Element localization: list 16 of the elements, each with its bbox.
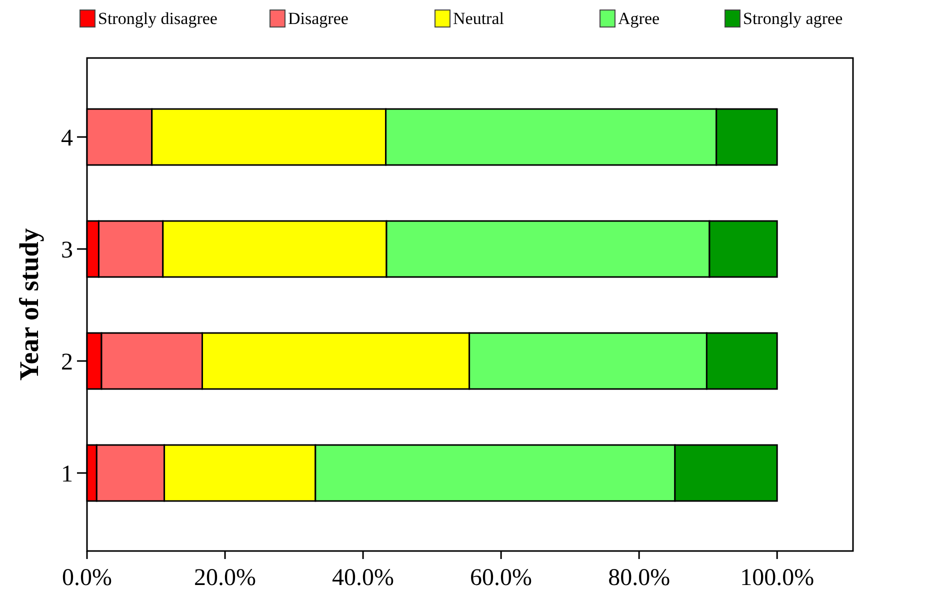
x-tick-label: 20.0% — [194, 565, 256, 591]
legend-label: Neutral — [453, 9, 504, 28]
y-tick-label: 4 — [61, 125, 73, 152]
x-tick-label: 80.0% — [608, 565, 670, 591]
legend-label: Disagree — [288, 9, 348, 28]
y-tick-label: 1 — [61, 461, 73, 488]
y-tick-label: 2 — [61, 349, 73, 376]
legend-label: Strongly disagree — [98, 9, 218, 28]
y-axis-title: Year of study — [14, 228, 44, 381]
legend-label: Strongly agree — [743, 9, 843, 28]
y-tick-label: 3 — [61, 237, 73, 264]
x-tick-label: 40.0% — [332, 565, 394, 591]
x-tick-label: 100.0% — [740, 565, 814, 591]
x-tick-label: 60.0% — [470, 565, 532, 591]
x-tick-label: 0.0% — [62, 565, 112, 591]
legend-label: Agree — [618, 9, 660, 28]
